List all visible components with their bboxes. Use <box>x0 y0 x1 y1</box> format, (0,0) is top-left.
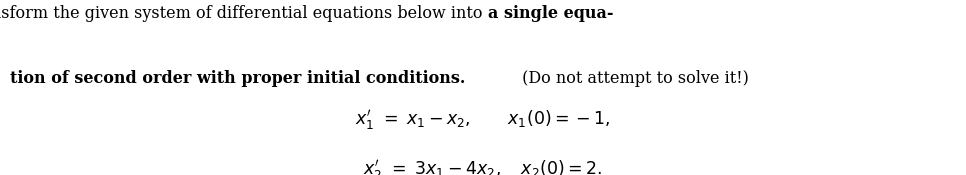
Text: a single equa-: a single equa- <box>488 5 613 22</box>
Text: Transform the given system of differential equations below into: Transform the given system of differenti… <box>0 5 488 22</box>
Text: $x_2' \ = \ 3x_1 - 4x_2, \quad x_2(0) = 2.$: $x_2' \ = \ 3x_1 - 4x_2, \quad x_2(0) = … <box>363 158 603 175</box>
Text: (Do not attempt to solve it!): (Do not attempt to solve it!) <box>517 70 749 87</box>
Text: tion of second order with proper initial conditions.: tion of second order with proper initial… <box>10 70 465 87</box>
Text: $x_1' \ = \ x_1 - x_2, \qquad x_1(0) = -1,$: $x_1' \ = \ x_1 - x_2, \qquad x_1(0) = -… <box>355 108 611 132</box>
